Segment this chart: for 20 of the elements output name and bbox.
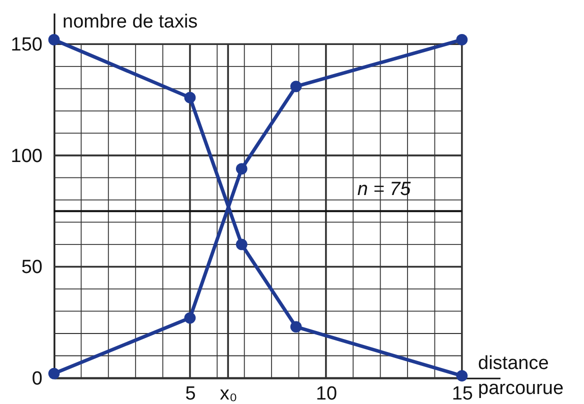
x-tick-label: x₀ — [220, 384, 238, 404]
point — [48, 368, 60, 380]
point — [184, 92, 196, 104]
y-axis-title: nombre de taxis — [62, 12, 198, 32]
point — [184, 312, 196, 324]
point — [236, 163, 248, 174]
y-tick-label: 50 — [21, 257, 42, 278]
x-tick-label: 5 — [185, 384, 196, 404]
point — [456, 370, 468, 382]
x-tick-label: 10 — [316, 384, 338, 404]
point — [236, 238, 248, 250]
point — [48, 34, 60, 46]
x-tick-label: 15 — [452, 384, 473, 404]
y-tick-label: 100 — [10, 146, 42, 167]
x-axis-title: distance parcourue — [478, 353, 564, 399]
point — [456, 34, 468, 46]
point — [290, 321, 302, 332]
y-tick-label: 150 — [10, 34, 42, 56]
y-tick-label: 0 — [32, 368, 42, 390]
point — [290, 80, 302, 92]
